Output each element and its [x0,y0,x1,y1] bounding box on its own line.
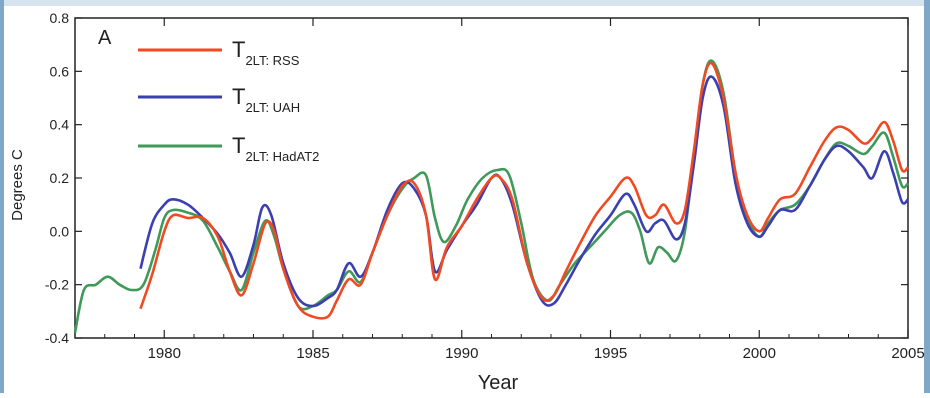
x-tick-label: 1990 [445,345,478,362]
series-line-0 [139,61,909,320]
legend-entry-0: T2LT: RSS [232,37,300,68]
x-tick-label: 1985 [296,345,329,362]
y-tick-label: 0.2 [50,170,70,186]
legend-entry-1: T2LT: UAH [232,84,300,115]
y-tick-label: 0.6 [50,63,70,79]
y-axis-label: Degrees C [9,149,26,221]
y-tick-label: 0.8 [50,10,70,26]
legend-entry-2: T2LT: HadAT2 [232,133,319,164]
series-line-2 [73,59,909,333]
x-tick-label: 2005 [891,345,924,362]
y-tick-label: -0.2 [45,277,69,293]
series-line-1 [139,75,909,308]
x-tick-label: 2000 [743,345,776,362]
y-tick-label: -0.4 [45,330,69,346]
x-tick-label: 1995 [594,345,627,362]
x-axis-label: Year [478,372,519,393]
left-edge-bar [0,0,4,393]
x-tick-label: 1980 [148,345,181,362]
y-tick-label: 0.0 [50,223,70,239]
plot-axes: -0.4 -0.2 0.0 0.2 0.4 0.6 0.8 1980 1985 1990 1995 2… [45,10,925,362]
panel-label: A [98,27,112,49]
legend: T2LT: RSS T2LT: UAH T2LT: HadAT2 [138,37,319,164]
right-edge-bar [924,0,930,393]
top-banner-strip [0,0,930,6]
y-tick-label: 0.4 [50,117,70,133]
data-lines [73,59,909,333]
